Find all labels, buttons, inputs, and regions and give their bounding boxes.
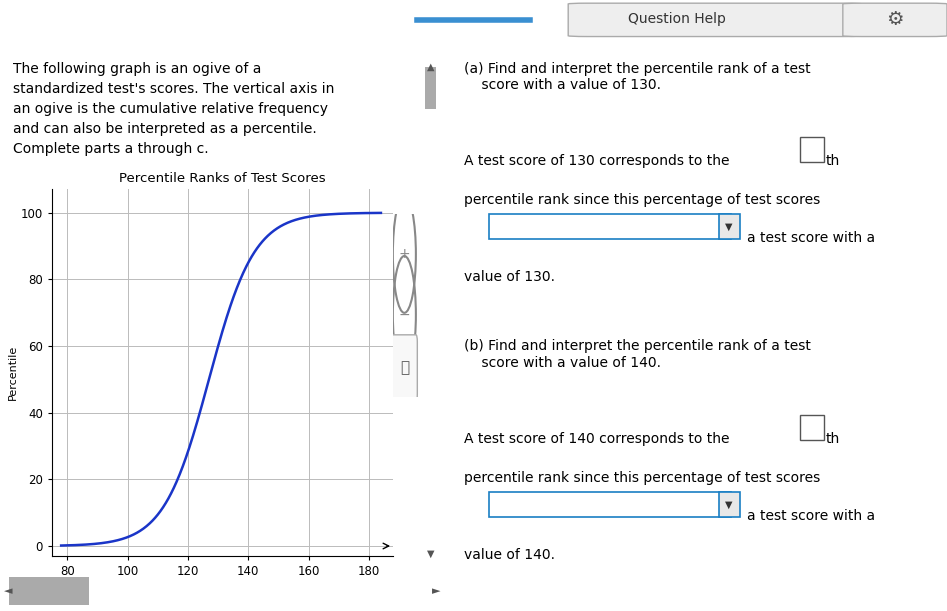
Text: a test score with a: a test score with a <box>746 509 875 523</box>
Text: ▼: ▼ <box>725 499 733 510</box>
FancyBboxPatch shape <box>719 492 741 517</box>
Text: ⧉: ⧉ <box>400 360 409 375</box>
FancyBboxPatch shape <box>799 415 824 440</box>
Bar <box>425 67 436 109</box>
FancyBboxPatch shape <box>719 214 741 240</box>
Text: ◄: ◄ <box>5 586 13 596</box>
FancyBboxPatch shape <box>490 492 731 517</box>
FancyBboxPatch shape <box>799 137 824 162</box>
Y-axis label: Percentile: Percentile <box>8 345 18 400</box>
FancyBboxPatch shape <box>843 3 947 37</box>
Text: ►: ► <box>432 586 440 596</box>
Text: (a) Find and interpret the percentile rank of a test
    score with a value of 1: (a) Find and interpret the percentile ra… <box>464 62 811 92</box>
Text: A test score of 140 corresponds to the: A test score of 140 corresponds to the <box>464 432 734 446</box>
FancyBboxPatch shape <box>391 335 418 401</box>
Text: −: − <box>399 308 410 321</box>
Text: value of 140.: value of 140. <box>464 548 555 562</box>
Text: +: + <box>399 247 410 261</box>
Text: The following graph is an ogive of a
standardized test's scores. The vertical ax: The following graph is an ogive of a sta… <box>13 62 334 156</box>
Title: Percentile Ranks of Test Scores: Percentile Ranks of Test Scores <box>119 172 326 186</box>
FancyBboxPatch shape <box>568 3 862 37</box>
FancyBboxPatch shape <box>490 214 731 240</box>
Text: ▼: ▼ <box>725 222 733 232</box>
Text: th: th <box>825 154 840 168</box>
Text: Question Help: Question Help <box>628 12 726 26</box>
Bar <box>9 577 89 605</box>
Text: ▼: ▼ <box>427 549 434 558</box>
Text: ⚙: ⚙ <box>886 10 903 29</box>
Text: th: th <box>825 432 840 446</box>
Text: (b) Find and interpret the percentile rank of a test
    score with a value of 1: (b) Find and interpret the percentile ra… <box>464 340 811 370</box>
Text: percentile rank since this percentage of test scores: percentile rank since this percentage of… <box>464 193 820 207</box>
Text: ▲: ▲ <box>427 62 434 71</box>
Text: A test score of 130 corresponds to the: A test score of 130 corresponds to the <box>464 154 734 168</box>
Text: value of 130.: value of 130. <box>464 270 555 284</box>
Text: a test score with a: a test score with a <box>746 232 875 246</box>
Text: percentile rank since this percentage of test scores: percentile rank since this percentage of… <box>464 470 820 485</box>
